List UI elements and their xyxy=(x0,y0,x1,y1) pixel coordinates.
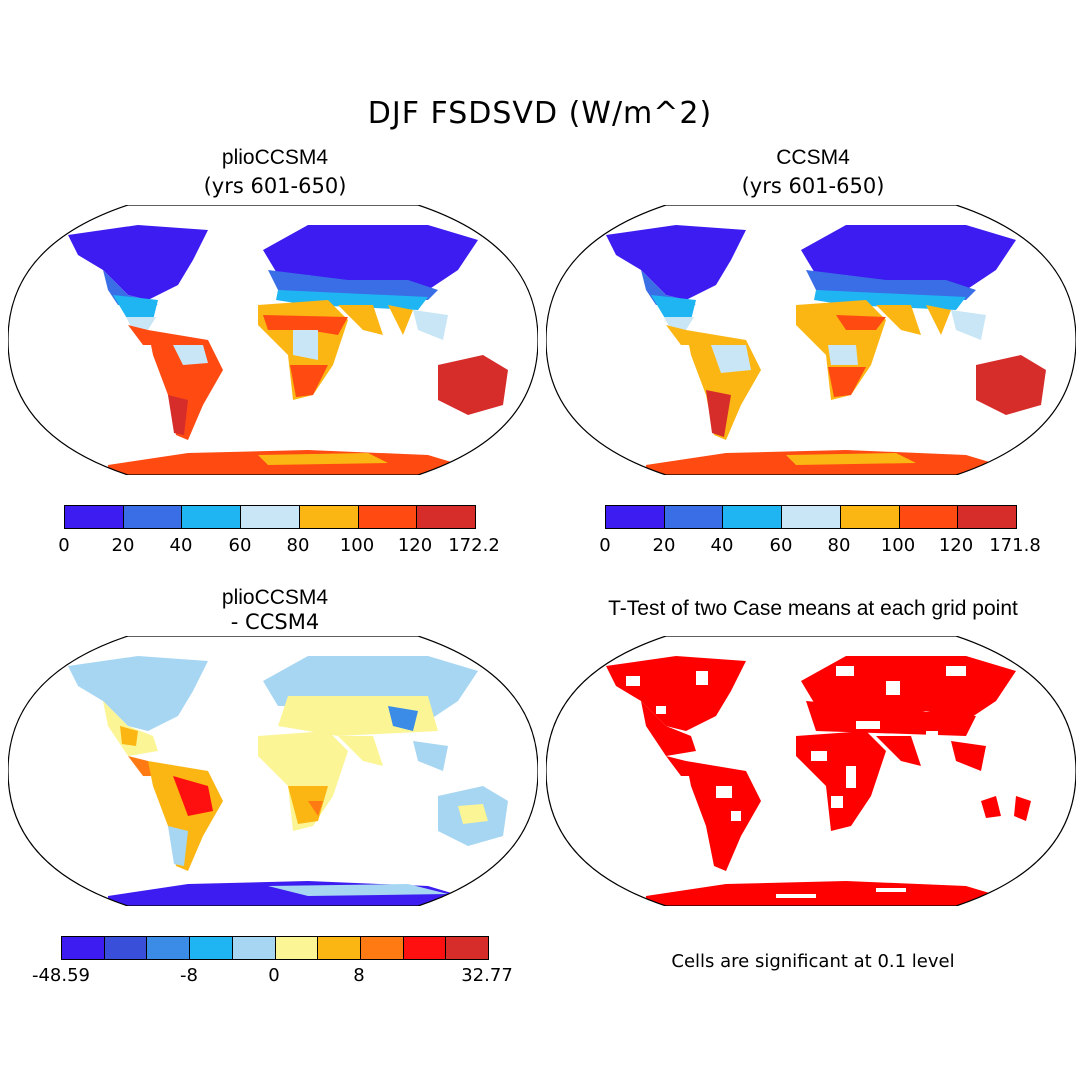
colorbar-segment xyxy=(62,937,105,959)
colorbar-tick-label: 60 xyxy=(769,535,793,556)
colorbar-segment xyxy=(123,506,183,528)
panel-title-top-left: plioCCSM4 xyxy=(221,146,329,169)
colorbar-tick-label: 60 xyxy=(228,535,252,556)
colorbar-segment xyxy=(190,937,233,959)
colorbar-tick-label: 100 xyxy=(339,535,375,556)
map-difference xyxy=(8,636,538,906)
panel-subtitle-top-left: (yrs 601-650) xyxy=(203,174,347,198)
colorbar-segment xyxy=(840,506,900,528)
colorbar-tick-label: 40 xyxy=(710,535,734,556)
colorbar-tick-label: -8 xyxy=(180,965,198,986)
colorbar-tick-label: 20 xyxy=(111,535,135,556)
map-plioccsm4 xyxy=(8,205,538,475)
significance-note: Cells are significant at 0.1 level xyxy=(671,951,955,972)
panel-title-bottom-left: plioCCSM4 xyxy=(221,586,329,609)
colorbar-segment xyxy=(664,506,724,528)
colorbar-segment xyxy=(723,506,783,528)
colorbar-top-left xyxy=(64,505,476,529)
colorbar-top-right xyxy=(605,505,1017,529)
colorbar-tick-label: 8 xyxy=(353,965,365,986)
colorbar-tick-label: 0 xyxy=(268,965,280,986)
panel-title-top-right: CCSM4 xyxy=(776,146,850,169)
colorbar-tick-label: 172.2 xyxy=(448,535,500,556)
colorbar-segment xyxy=(606,506,665,528)
colorbar-tick-label: 32.77 xyxy=(461,965,513,986)
colorbar-segment xyxy=(782,506,841,528)
colorbar-tick-label: 40 xyxy=(169,535,193,556)
panel-subtitle-top-right: (yrs 601-650) xyxy=(741,174,885,198)
colorbar-tick-label: 80 xyxy=(286,535,310,556)
colorbar-bottom-left xyxy=(61,936,489,960)
figure-title: DJF FSDSVD (W/m^2) xyxy=(367,96,713,131)
colorbar-segment xyxy=(403,937,447,959)
colorbar-tick-label: 0 xyxy=(599,535,611,556)
colorbar-segment xyxy=(417,506,476,528)
colorbar-segment xyxy=(318,937,361,959)
colorbar-tick-label: 20 xyxy=(652,535,676,556)
panel-subtitle-bottom-left: - CCSM4 xyxy=(230,610,320,634)
colorbar-segment xyxy=(182,506,242,528)
colorbar-tick-label: 171.8 xyxy=(989,535,1041,556)
colorbar-segment xyxy=(899,506,959,528)
colorbar-segment xyxy=(104,937,148,959)
colorbar-tick-label: 0 xyxy=(58,535,70,556)
colorbar-tick-label: 80 xyxy=(827,535,851,556)
colorbar-tick-label: 120 xyxy=(397,535,433,556)
colorbar-tick-label: -48.59 xyxy=(31,965,91,986)
map-ccsm4 xyxy=(546,205,1076,475)
colorbar-segment xyxy=(299,506,359,528)
map-significance xyxy=(546,636,1076,906)
colorbar-tick-label: 100 xyxy=(880,535,916,556)
colorbar-segment xyxy=(358,506,418,528)
colorbar-segment xyxy=(446,937,489,959)
colorbar-segment xyxy=(65,506,124,528)
colorbar-segment xyxy=(147,937,191,959)
colorbar-tick-label: 120 xyxy=(938,535,974,556)
panel-title-bottom-right: T-Test of two Case means at each grid po… xyxy=(608,597,1018,620)
colorbar-segment xyxy=(241,506,300,528)
colorbar-segment xyxy=(360,937,404,959)
colorbar-segment xyxy=(958,506,1017,528)
colorbar-segment xyxy=(232,937,276,959)
colorbar-segment xyxy=(275,937,319,959)
